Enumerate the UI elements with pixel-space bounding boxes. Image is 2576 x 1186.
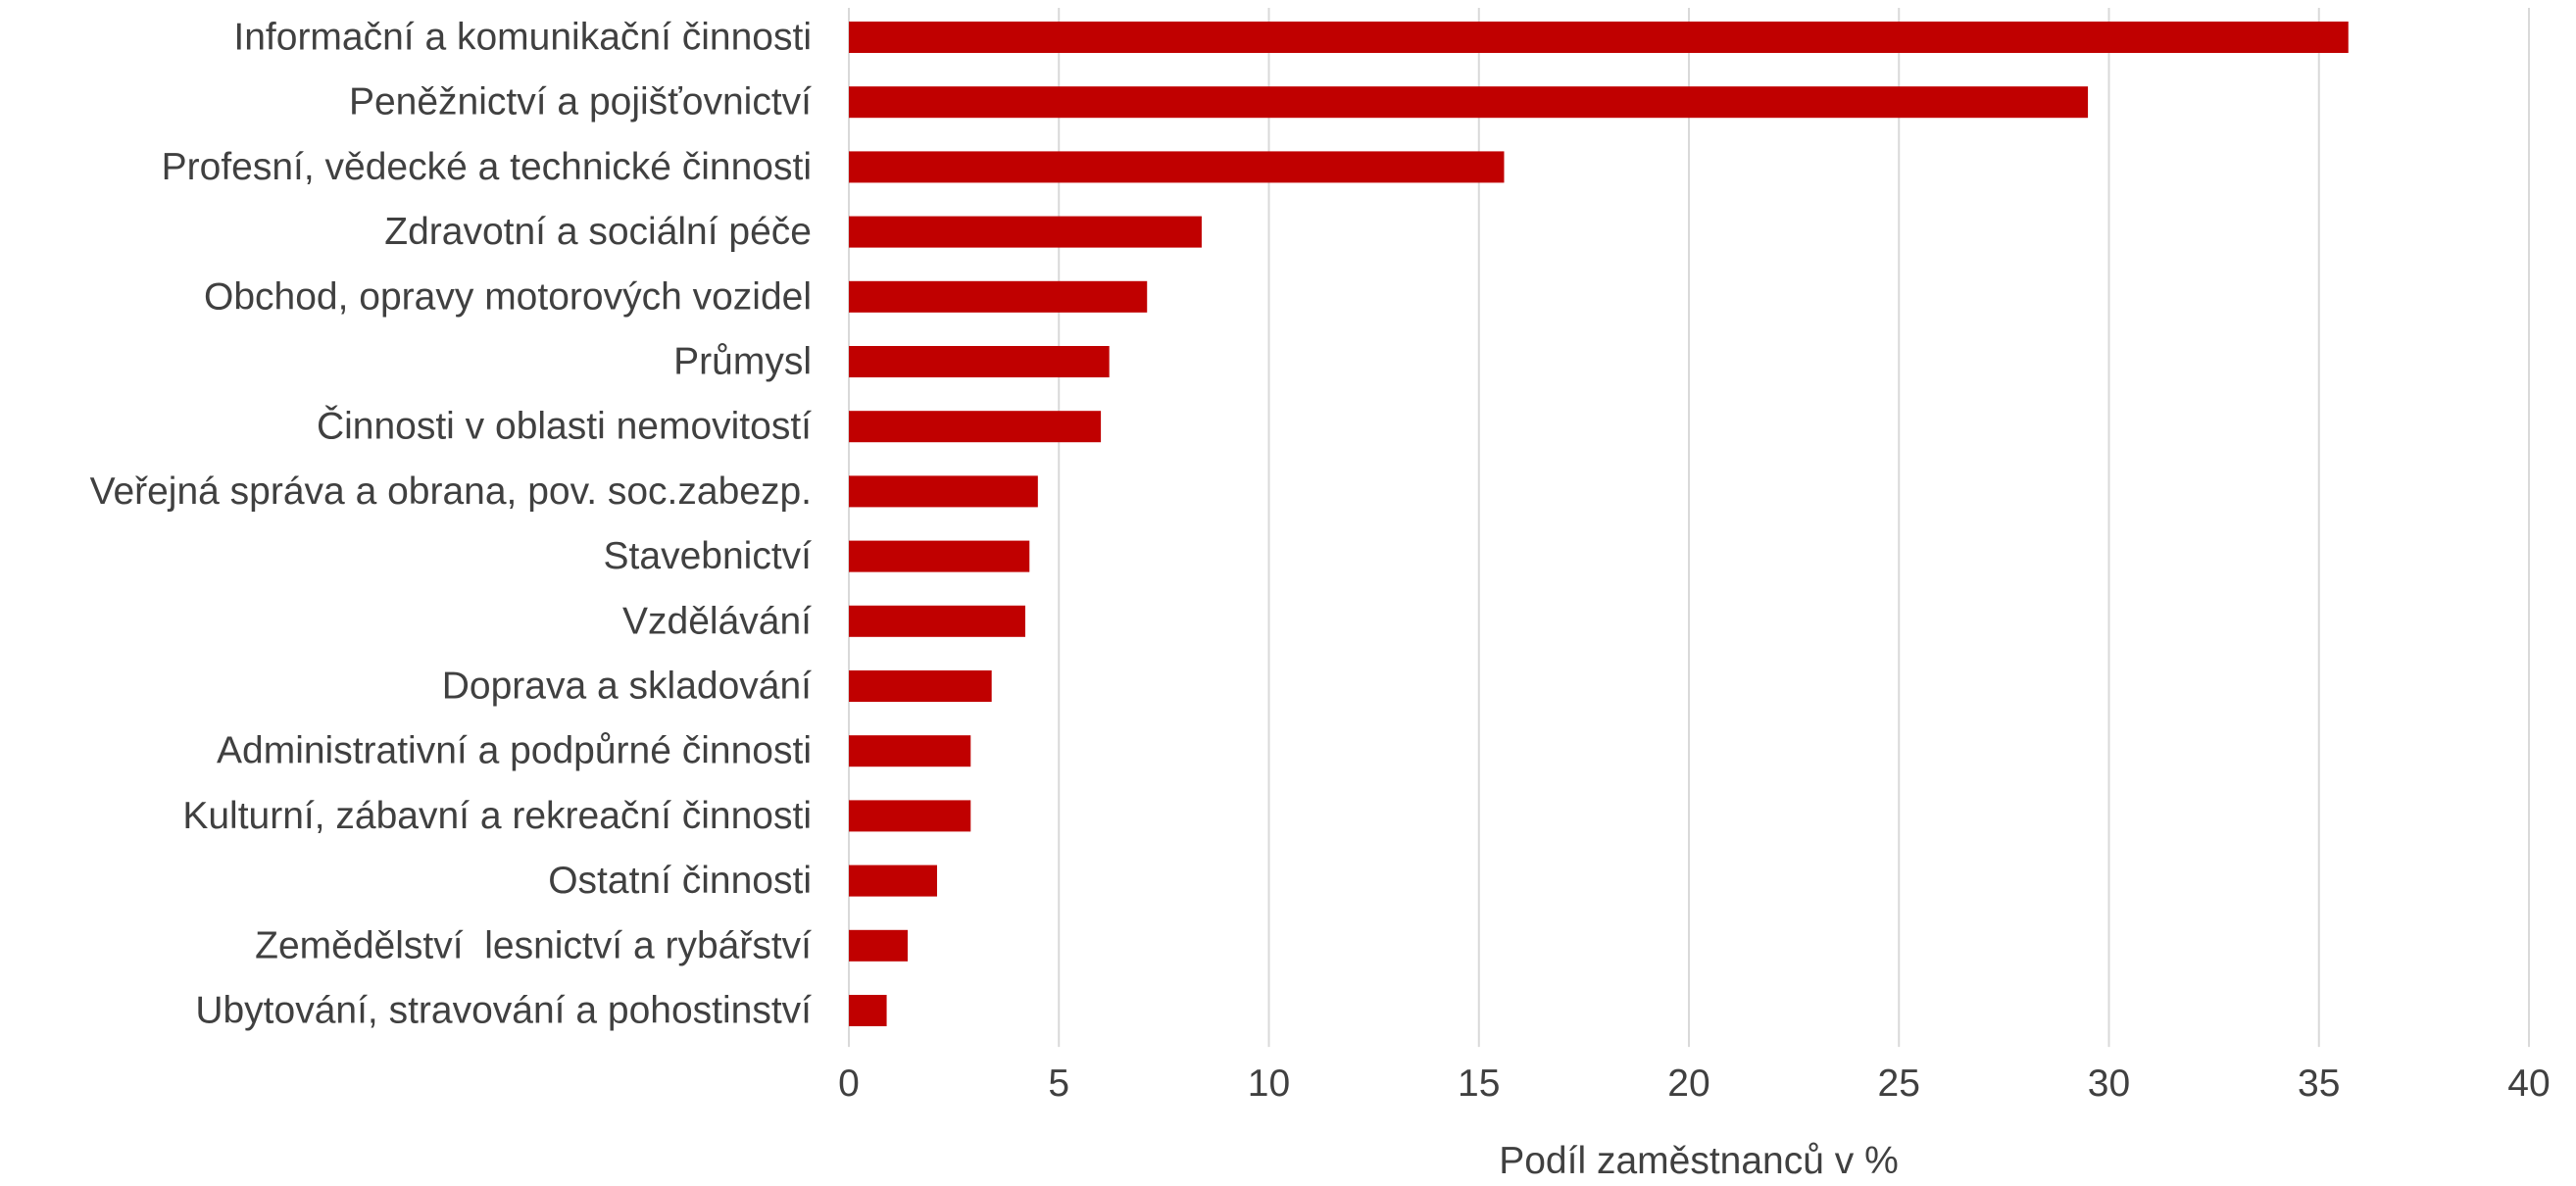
category-label: Vzdělávání xyxy=(622,600,812,642)
bar-13 xyxy=(849,800,971,832)
bar-7 xyxy=(849,411,1102,443)
bar-14 xyxy=(849,865,937,897)
x-tick-label: 10 xyxy=(1248,1062,1290,1105)
x-tick-label: 30 xyxy=(2088,1062,2130,1105)
x-tick-label: 5 xyxy=(1048,1062,1069,1105)
x-tick-label: 20 xyxy=(1667,1062,1709,1105)
bars xyxy=(849,22,2349,1026)
category-label: Veřejná správa a obrana, pov. soc.zabezp… xyxy=(90,470,812,513)
category-label: Ostatní činnosti xyxy=(548,860,812,902)
category-label: Obchod, opravy motorových vozidel xyxy=(204,275,812,318)
x-tick-label: 25 xyxy=(1878,1062,1920,1105)
bar-10 xyxy=(849,605,1025,637)
category-label: Zdravotní a sociální péče xyxy=(384,211,812,253)
category-label: Činnosti v oblasti nemovitostí xyxy=(317,405,812,448)
x-tick-label: 35 xyxy=(2298,1062,2340,1105)
x-axis-title: Podíl zaměstnanců v % xyxy=(1499,1140,1899,1182)
bar-4 xyxy=(849,216,1202,248)
bar-5 xyxy=(849,280,1148,313)
category-label: Peněžnictví a pojišťovnictví xyxy=(349,81,812,124)
category-label: Průmysl xyxy=(673,341,812,383)
bar-11 xyxy=(849,670,992,702)
category-label: Stavebnictví xyxy=(604,535,813,577)
category-label: Zemědělství lesnictví a rybářství xyxy=(255,924,812,966)
bar-6 xyxy=(849,346,1110,377)
category-label: Ubytování, stravování a pohostinství xyxy=(195,990,812,1032)
bar-2 xyxy=(849,86,2089,119)
category-label: Informační a komunikační činnosti xyxy=(233,17,812,59)
category-label: Administrativní a podpůrné činnosti xyxy=(217,730,812,772)
bar-1 xyxy=(849,22,2349,53)
bar-8 xyxy=(849,475,1038,508)
bar-9 xyxy=(849,540,1030,572)
x-tick-labels: 0 5 10 15 20 25 30 35 40 xyxy=(838,1062,2551,1105)
x-tick-label: 40 xyxy=(2507,1062,2550,1105)
category-label: Profesní, vědecké a technické činnosti xyxy=(162,146,812,188)
bar-15 xyxy=(849,929,908,962)
bar-3 xyxy=(849,151,1505,183)
category-label: Kulturní, zábavní a rekreační činnosti xyxy=(182,795,812,837)
category-label: Doprava a skladování xyxy=(442,666,812,708)
bar-16 xyxy=(849,995,887,1026)
x-tick-label: 15 xyxy=(1458,1062,1500,1105)
bar-12 xyxy=(849,735,971,767)
category-labels: Informační a komunikační činnosti Peněžni… xyxy=(90,17,813,1032)
x-tick-label: 0 xyxy=(838,1062,860,1105)
